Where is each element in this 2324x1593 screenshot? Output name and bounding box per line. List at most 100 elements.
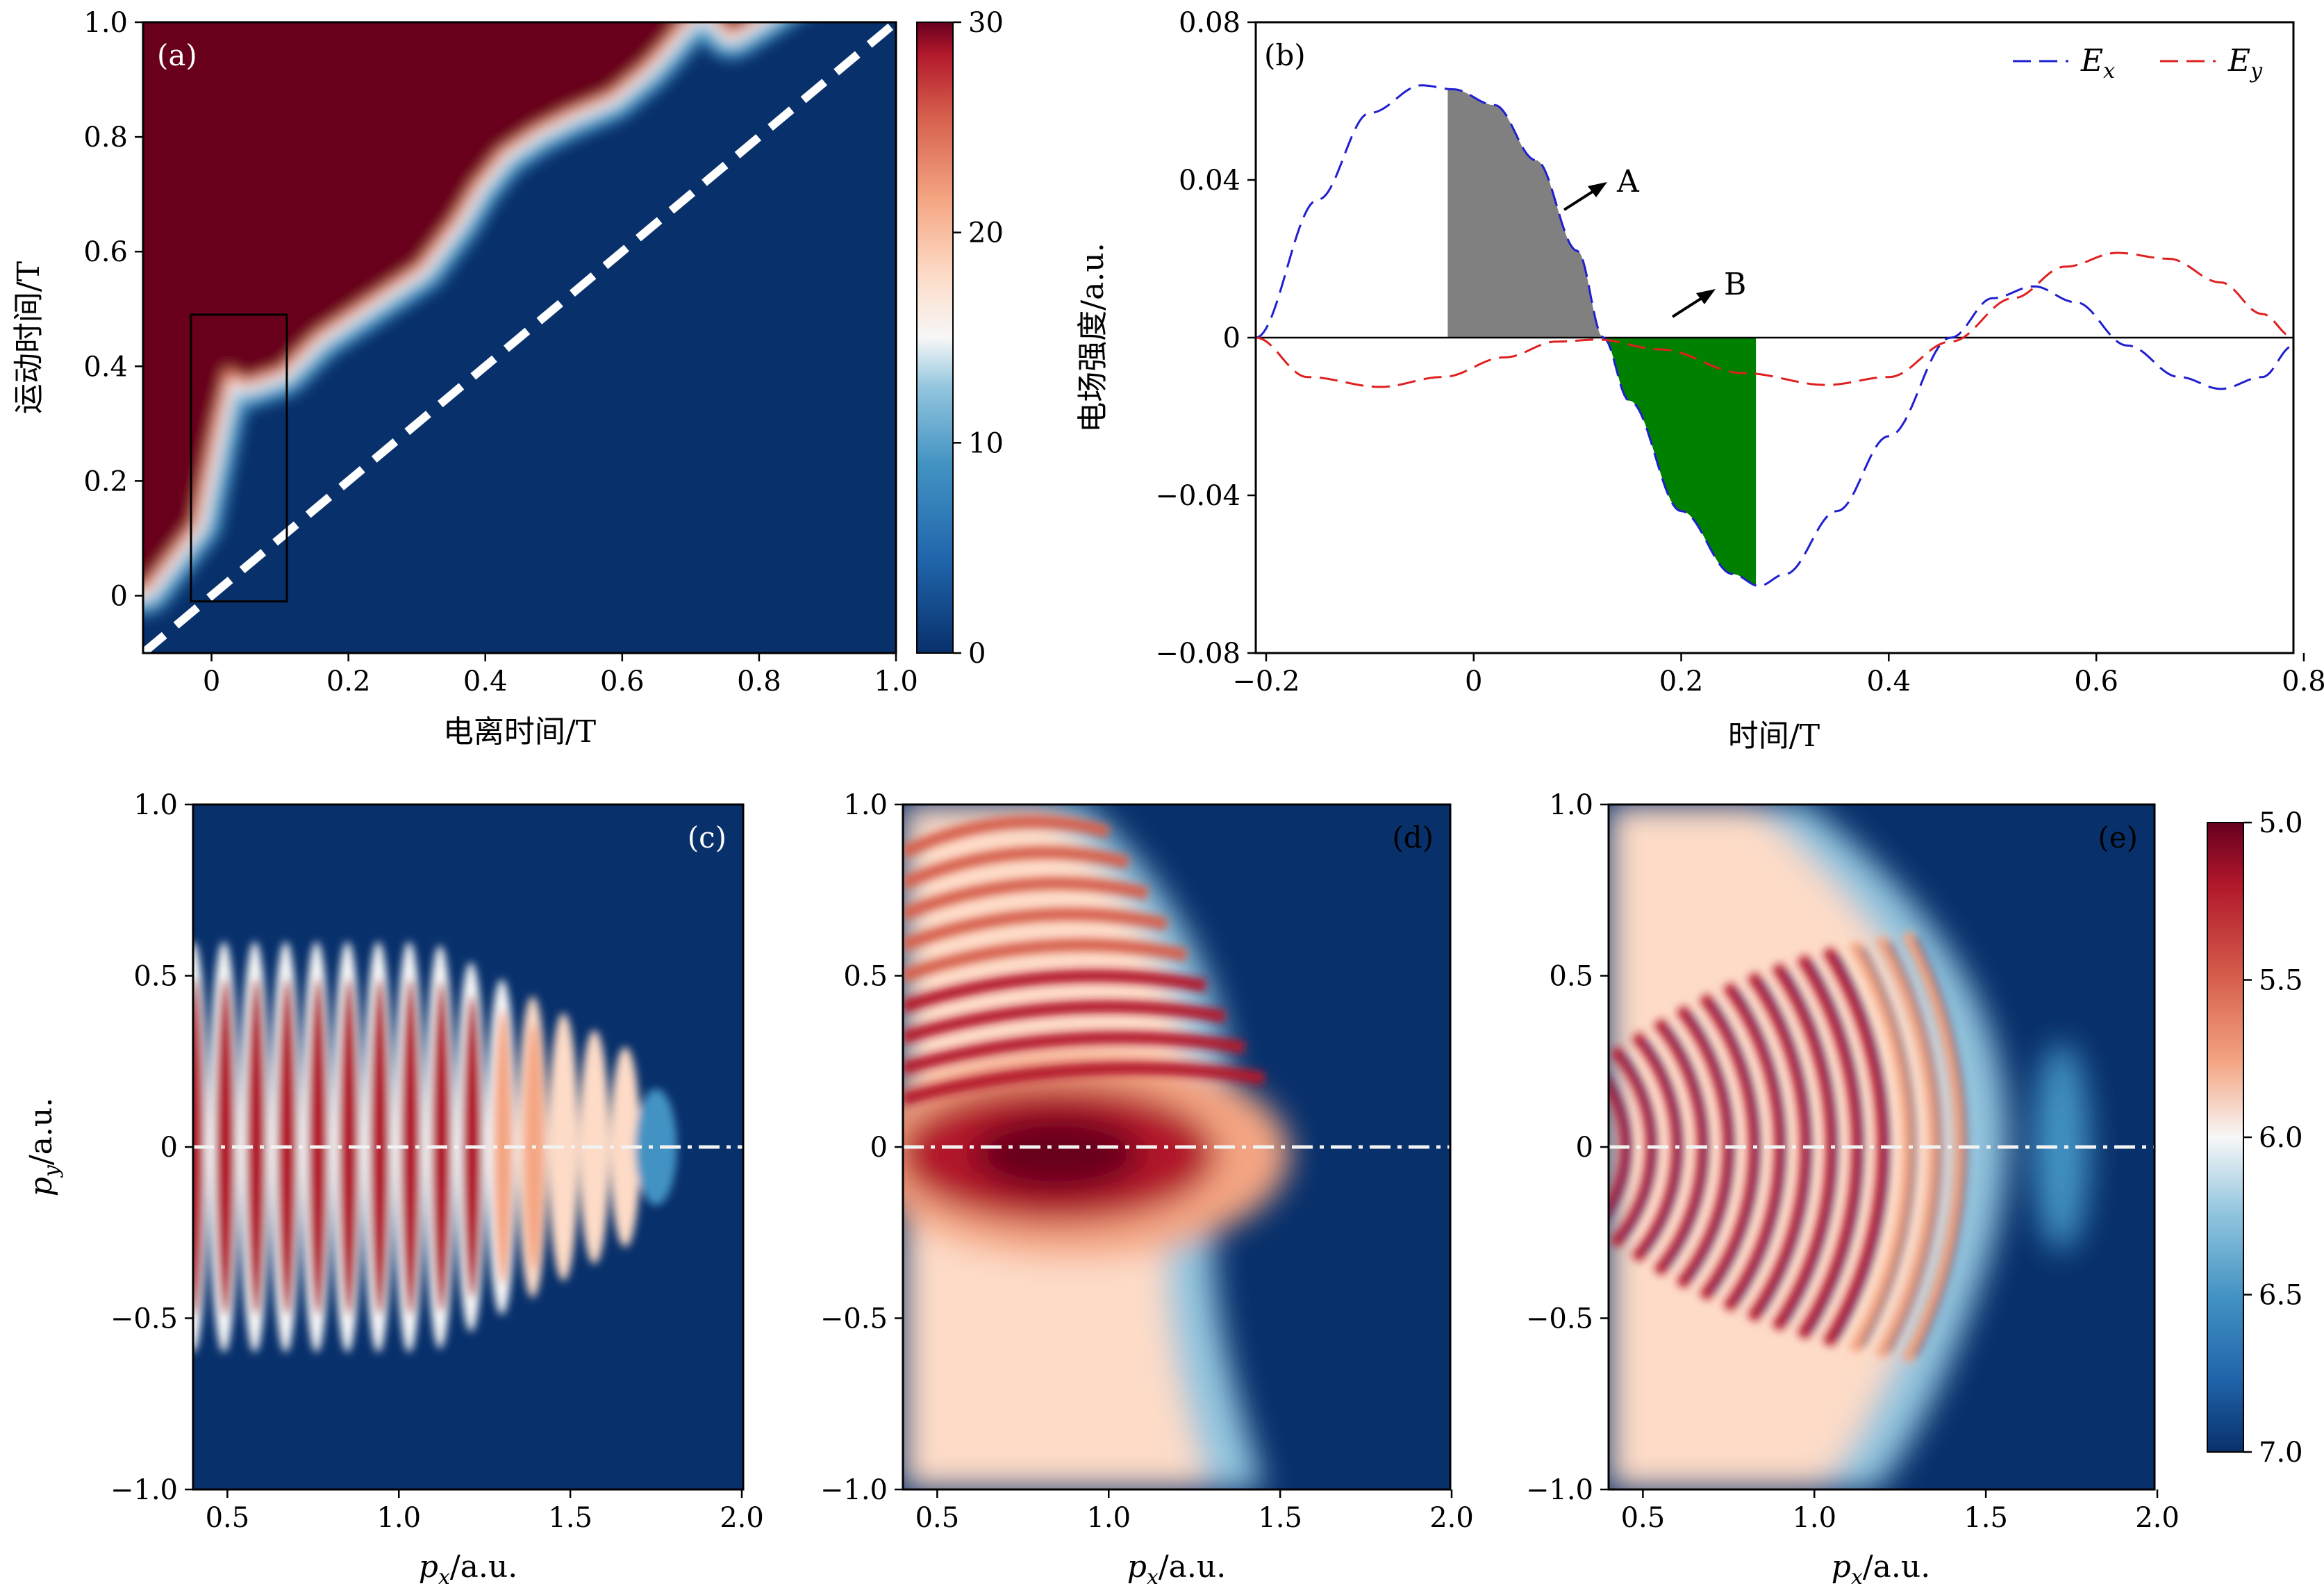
panel-a-xtick-label: 1.0 bbox=[874, 666, 918, 698]
panel-a-ytick-label: 0 bbox=[110, 580, 128, 612]
panel-e-ytick-label: −0.5 bbox=[1526, 1303, 1593, 1335]
colorbar-e-tick-label: 6.5 bbox=[2259, 1280, 2303, 1312]
panel-c-xtick-label: 2.0 bbox=[720, 1502, 764, 1534]
panel-b-ylabel: 电场强度/a.u. bbox=[1075, 242, 1111, 432]
tilted-fringe bbox=[903, 815, 1111, 859]
tilted-fringe bbox=[903, 969, 1207, 1013]
tilted-fringe bbox=[903, 1062, 1265, 1105]
tilted-fringe bbox=[903, 907, 1168, 951]
colorbar-a-tick-label: 30 bbox=[968, 7, 1004, 39]
panel-a: 0 0.2 0.4 0.6 0.8 1.0 0 0.2 0.4 0.6 0.8 1.0 (a) 电离… bbox=[11, 7, 1004, 750]
colorbar-e-tick-label: 6.0 bbox=[2259, 1122, 2303, 1154]
fringe-core bbox=[555, 1037, 575, 1257]
series-line-ey bbox=[1256, 251, 2293, 388]
fringe-core bbox=[246, 978, 266, 1316]
panel-d-ytick-label: −0.5 bbox=[820, 1303, 888, 1335]
panel-d-xtick-label: 2.0 bbox=[1429, 1502, 1474, 1534]
panel-b-ytick-label: 0.08 bbox=[1179, 7, 1240, 39]
diagonal-dashed-line bbox=[143, 22, 896, 653]
fringe-core bbox=[215, 978, 235, 1316]
panel-b-xtick-label: 0.8 bbox=[2282, 666, 2324, 698]
panel-b-xtick-label: 0.2 bbox=[1659, 666, 1704, 698]
panel-b: −0.2 0 0.2 0.4 0.6 0.8 −0.08 −0.04 0 0.04 0.08 (b… bbox=[1075, 7, 2324, 754]
panel-a-xtick-label: 0.4 bbox=[463, 666, 508, 698]
fringe-core bbox=[493, 1009, 513, 1285]
tilted-fringe bbox=[903, 939, 1188, 982]
panel-b-xlabel: 时间/T bbox=[1728, 718, 1820, 754]
panel-e-ytick-label: 1.0 bbox=[1549, 789, 1593, 821]
legend-label-ex: Ex bbox=[2080, 43, 2115, 83]
panel-d-ytick-label: 0 bbox=[870, 1132, 888, 1164]
colorbar-a-tick-label: 20 bbox=[968, 217, 1004, 249]
panel-a-ylabel: 运动时间/T bbox=[11, 261, 47, 414]
panel-a-frame bbox=[142, 21, 897, 654]
shaded-region-a bbox=[1447, 89, 1604, 338]
panel-a-xlabel: 电离时间/T bbox=[443, 714, 596, 750]
tilted-fringe bbox=[903, 1000, 1227, 1044]
annotation-b: B bbox=[1671, 267, 1746, 318]
panel-b-ytick-label: 0.04 bbox=[1179, 165, 1240, 197]
panel-d-tag: (d) bbox=[1392, 820, 1434, 855]
main-lobe-peak bbox=[974, 1115, 1141, 1192]
colorbar-a-tick-label: 0 bbox=[968, 638, 986, 670]
series-line-ex bbox=[1256, 84, 2293, 588]
panel-d-ytick-label: 1.0 bbox=[843, 789, 888, 821]
panel-d-xtick-label: 0.5 bbox=[915, 1502, 960, 1534]
panel-c-ylabel: py/a.u. bbox=[24, 1098, 64, 1197]
panel-b-ytick-label: −0.04 bbox=[1155, 480, 1240, 512]
legend-label-ey: Ey bbox=[2227, 43, 2263, 83]
panel-d-xlabel: px/a.u. bbox=[1127, 1549, 1226, 1590]
annotation-a: A bbox=[1563, 164, 1640, 211]
svg-text:A: A bbox=[1616, 164, 1640, 199]
panel-e-ytick-label: 0.5 bbox=[1549, 961, 1593, 993]
panel-a-ytick-label: 0.8 bbox=[83, 122, 128, 154]
panel-a-ytick-label: 0.2 bbox=[83, 465, 128, 497]
panel-e-xtick-label: 1.0 bbox=[1792, 1502, 1836, 1534]
panel-b-ytick-label: 0 bbox=[1223, 322, 1240, 354]
panel-c-xtick-label: 1.5 bbox=[548, 1502, 592, 1534]
panel-e-xlabel: px/a.u. bbox=[1832, 1549, 1930, 1590]
panel-a-xtick-label: 0.8 bbox=[737, 666, 781, 698]
arc-gap bbox=[1860, 946, 1916, 1348]
panel-c-ytick-label: 0.5 bbox=[133, 961, 178, 993]
tilted-fringe bbox=[903, 877, 1149, 921]
panel-d-ytick-label: 0.5 bbox=[843, 961, 888, 993]
panel-b-xtick-label: 0 bbox=[1465, 666, 1482, 698]
fringe-core bbox=[401, 978, 421, 1316]
panel-c-xtick-label: 0.5 bbox=[206, 1502, 250, 1534]
panel-d-xtick-label: 1.0 bbox=[1086, 1502, 1131, 1534]
arc-gap bbox=[1783, 968, 1838, 1326]
legend: Ex Ey bbox=[2013, 43, 2263, 83]
panel-e-xtick-label: 1.5 bbox=[1964, 1502, 2008, 1534]
colorbar-e-tick-label: 7.0 bbox=[2259, 1437, 2303, 1469]
panel-a-tag: (a) bbox=[157, 38, 197, 72]
fringe-tail bbox=[635, 1089, 677, 1205]
panel-e: 0.5 1.0 1.5 2.0 −1.0 −0.5 0 0.5 1.0 (e) px/a.u.… bbox=[1526, 789, 2303, 1590]
panel-e-tag: (e) bbox=[2098, 820, 2138, 855]
panel-c-ytick-label: 0 bbox=[160, 1132, 178, 1164]
panel-a-xtick-label: 0.6 bbox=[600, 666, 645, 698]
panel-e-ytick-label: 0 bbox=[1576, 1132, 1593, 1164]
panel-c-ytick-label: −0.5 bbox=[110, 1303, 178, 1335]
tilted-fringe bbox=[903, 846, 1130, 889]
shaded-region-b bbox=[1603, 338, 1757, 586]
tilted-fringe bbox=[903, 1031, 1246, 1075]
panel-d: 0.5 1.0 1.5 2.0 −1.0 −0.5 0 0.5 1.0 (d) px/a.u. bbox=[820, 789, 1474, 1590]
panel-a-xtick-label: 0 bbox=[203, 666, 220, 698]
panel-e-xtick-label: 2.0 bbox=[2135, 1502, 2180, 1534]
panel-a-ytick-label: 0.6 bbox=[83, 236, 128, 268]
panel-e-xtick-label: 0.5 bbox=[1621, 1502, 1666, 1534]
panel-d-ytick-label: −1.0 bbox=[820, 1474, 888, 1506]
colorbar-e-tick-label: 5.5 bbox=[2259, 965, 2303, 997]
panel-c-xlabel: px/a.u. bbox=[419, 1549, 517, 1590]
panel-d-xtick-label: 1.5 bbox=[1258, 1502, 1302, 1534]
panel-b-ytick-label: −0.08 bbox=[1155, 638, 1240, 670]
panel-b-tag: (b) bbox=[1264, 38, 1306, 72]
colorbar-e bbox=[2207, 822, 2244, 1453]
arc-gap bbox=[1643, 1038, 1682, 1256]
panel-e-ytick-label: −1.0 bbox=[1526, 1474, 1593, 1506]
panel-a-ytick-label: 1.0 bbox=[83, 7, 128, 39]
colorbar-e-tick-label: 5.0 bbox=[2259, 807, 2303, 839]
colorbar-a-tick-label: 10 bbox=[968, 427, 1004, 459]
